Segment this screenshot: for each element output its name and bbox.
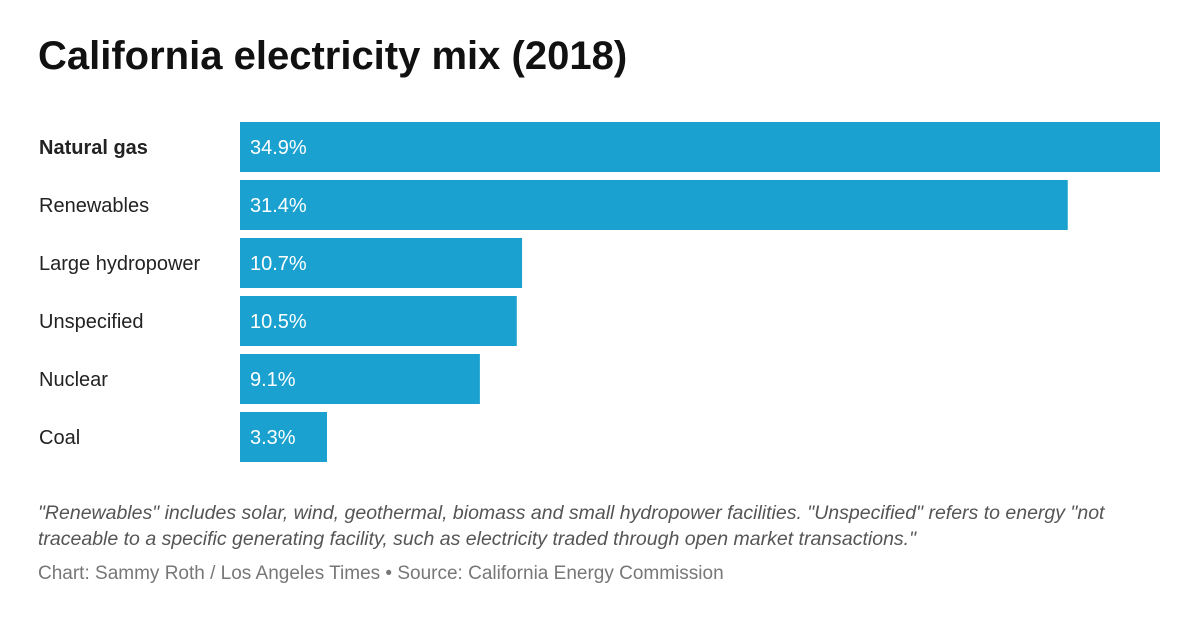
value-label-coal: 3.3% xyxy=(250,427,296,449)
bar-natural-gas xyxy=(240,122,1160,172)
bar-large-hydropower xyxy=(240,238,523,288)
category-label-unspecified: Unspecified xyxy=(39,311,144,333)
category-label-coal: Coal xyxy=(39,427,80,449)
value-label-natural-gas: 34.9% xyxy=(250,137,307,159)
category-label-large-hydropower: Large hydropower xyxy=(39,253,201,275)
bar-unspecified xyxy=(240,296,517,346)
chart-credit: Chart: Sammy Roth / Los Angeles Times • … xyxy=(38,563,724,584)
value-label-nuclear: 9.1% xyxy=(250,369,296,391)
category-label-natural-gas: Natural gas xyxy=(39,137,148,159)
category-label-renewables: Renewables xyxy=(39,195,149,217)
bar-nuclear xyxy=(240,354,480,404)
value-label-large-hydropower: 10.7% xyxy=(250,253,307,275)
value-label-unspecified: 10.5% xyxy=(250,311,307,333)
bar-renewables xyxy=(240,180,1068,230)
category-label-nuclear: Nuclear xyxy=(39,369,108,391)
value-label-renewables: 31.4% xyxy=(250,195,307,217)
bar-coal xyxy=(240,412,327,462)
chart-title: California electricity mix (2018) xyxy=(38,34,628,78)
chart-note: "Renewables" includes solar, wind, geoth… xyxy=(38,502,1105,550)
